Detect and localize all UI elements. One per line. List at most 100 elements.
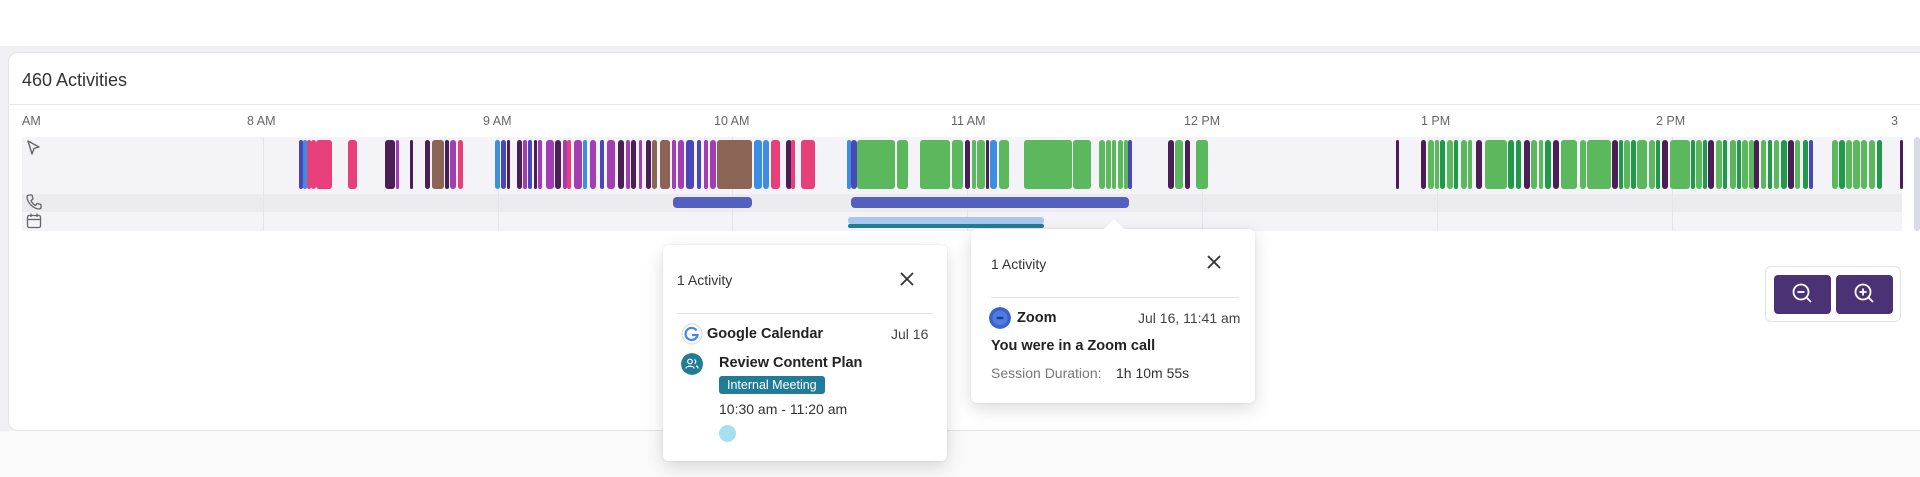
activity-block[interactable]: [990, 140, 997, 189]
activity-block[interactable]: [1118, 140, 1123, 189]
activity-block[interactable]: [1128, 140, 1132, 189]
activity-block[interactable]: [1580, 140, 1586, 189]
activity-block[interactable]: [717, 140, 752, 189]
activity-block[interactable]: [697, 140, 701, 189]
activity-block[interactable]: [432, 140, 444, 189]
activity-block[interactable]: [1553, 140, 1559, 189]
activity-block[interactable]: [1696, 140, 1702, 189]
activity-block[interactable]: [1703, 140, 1707, 189]
activity-block[interactable]: [523, 140, 527, 189]
activity-block[interactable]: [1476, 140, 1482, 189]
zoom-out-button[interactable]: [1774, 275, 1831, 314]
activity-block[interactable]: [445, 140, 449, 189]
activity-block[interactable]: [600, 140, 604, 189]
activity-block[interactable]: [763, 140, 769, 189]
activity-block[interactable]: [1637, 140, 1647, 189]
activity-block[interactable]: [546, 140, 554, 189]
activity-block[interactable]: [1168, 140, 1174, 189]
activity-block[interactable]: [450, 140, 456, 189]
activity-block[interactable]: [672, 140, 676, 189]
activity-block[interactable]: [1708, 140, 1714, 189]
activity-block[interactable]: [1670, 140, 1690, 189]
activity-block[interactable]: [1461, 140, 1467, 189]
activity-block[interactable]: [458, 140, 463, 189]
activity-block[interactable]: [501, 140, 506, 189]
activity-block[interactable]: [1846, 140, 1852, 189]
activity-block[interactable]: [710, 140, 716, 189]
activity-block[interactable]: [307, 140, 311, 189]
activity-block[interactable]: [303, 140, 307, 189]
call-bar[interactable]: [851, 197, 1129, 208]
activity-block[interactable]: [316, 140, 332, 189]
activity-block[interactable]: [618, 140, 624, 189]
activity-block[interactable]: [1587, 140, 1611, 189]
activity-block[interactable]: [517, 140, 522, 189]
activity-block[interactable]: [396, 140, 399, 189]
activity-block[interactable]: [299, 140, 303, 189]
calendar-event-bar[interactable]: [848, 217, 1044, 224]
activity-block[interactable]: [1619, 140, 1623, 189]
activity-block[interactable]: [1624, 140, 1630, 189]
activity-block[interactable]: [1447, 140, 1453, 189]
zoom-in-button[interactable]: [1836, 275, 1893, 314]
activity-block[interactable]: [1175, 140, 1183, 189]
activity-block[interactable]: [1435, 140, 1439, 189]
activity-block[interactable]: [952, 140, 963, 189]
activity-block[interactable]: [1454, 140, 1458, 189]
activity-block[interactable]: [1185, 140, 1190, 189]
activity-block[interactable]: [1112, 140, 1116, 189]
activity-block[interactable]: [1761, 140, 1766, 189]
close-icon[interactable]: [895, 267, 919, 291]
activity-block[interactable]: [1737, 140, 1741, 189]
activity-block[interactable]: [999, 140, 1009, 189]
activity-block[interactable]: [590, 140, 596, 189]
activity-block[interactable]: [1508, 140, 1514, 189]
activity-block[interactable]: [1545, 140, 1551, 189]
activity-block[interactable]: [1877, 140, 1882, 189]
activity-block[interactable]: [652, 140, 657, 189]
activity-block[interactable]: [1196, 140, 1208, 189]
activity-block[interactable]: [920, 140, 950, 189]
activity-block[interactable]: [607, 140, 615, 189]
activity-block[interactable]: [1106, 140, 1111, 189]
activity-block[interactable]: [534, 140, 537, 189]
activity-block[interactable]: [678, 140, 684, 189]
activity-block[interactable]: [1869, 140, 1875, 189]
activity-block[interactable]: [1803, 140, 1808, 189]
activity-block[interactable]: [1561, 140, 1577, 189]
activity-block[interactable]: [574, 140, 582, 189]
activity-block[interactable]: [1073, 140, 1091, 189]
activity-block[interactable]: [1853, 140, 1860, 189]
activity-block[interactable]: [857, 140, 895, 189]
activity-block[interactable]: [1795, 140, 1800, 189]
activity-block[interactable]: [965, 140, 970, 189]
activity-block[interactable]: [786, 140, 792, 189]
activity-block[interactable]: [686, 140, 694, 189]
activity-block[interactable]: [1428, 140, 1434, 189]
activity-block[interactable]: [754, 140, 762, 189]
activity-block[interactable]: [1649, 140, 1655, 189]
activity-block[interactable]: [1839, 140, 1845, 189]
activity-block[interactable]: [1781, 140, 1787, 189]
activity-block[interactable]: [1716, 140, 1722, 189]
timeline-scrollbar[interactable]: [1914, 137, 1920, 231]
activity-block[interactable]: [1723, 140, 1727, 189]
activity-block[interactable]: [897, 140, 908, 189]
activity-block[interactable]: [538, 140, 542, 189]
activity-block[interactable]: [410, 140, 413, 189]
activity-block[interactable]: [847, 140, 851, 189]
activity-block[interactable]: [1124, 140, 1128, 189]
activity-block[interactable]: [1396, 140, 1399, 189]
activity-block[interactable]: [1099, 140, 1105, 189]
activity-block[interactable]: [1631, 140, 1636, 189]
activity-block[interactable]: [348, 140, 357, 189]
activity-block[interactable]: [495, 140, 500, 189]
activity-block[interactable]: [385, 140, 395, 189]
activity-block[interactable]: [528, 140, 532, 189]
activity-block[interactable]: [1774, 140, 1779, 189]
activity-block[interactable]: [563, 140, 567, 189]
activity-block[interactable]: [1691, 140, 1695, 189]
activity-block[interactable]: [972, 140, 976, 189]
activity-block[interactable]: [660, 140, 670, 189]
activity-block[interactable]: [626, 140, 630, 189]
